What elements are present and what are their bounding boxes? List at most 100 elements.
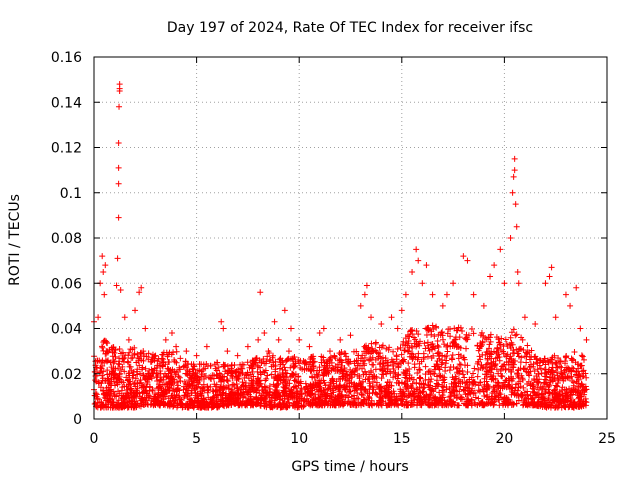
data-point — [401, 347, 408, 354]
data-point — [360, 357, 367, 364]
data-point — [339, 367, 346, 374]
data-point — [509, 364, 516, 371]
data-point — [228, 372, 235, 379]
data-point — [332, 402, 339, 409]
data-point — [531, 389, 538, 396]
data-point — [303, 384, 310, 391]
data-point — [134, 380, 141, 387]
data-point — [416, 384, 423, 391]
data-point — [578, 393, 585, 400]
data-point — [238, 383, 245, 390]
data-point-peak — [491, 262, 498, 269]
data-point — [277, 376, 284, 383]
data-point — [150, 395, 157, 402]
data-point — [482, 371, 489, 378]
data-point — [168, 382, 175, 389]
data-point — [320, 377, 327, 384]
data-point — [332, 355, 339, 362]
data-point — [127, 380, 134, 387]
data-point — [494, 345, 501, 352]
data-point — [524, 388, 531, 395]
data-point — [502, 377, 509, 384]
data-point — [196, 361, 203, 368]
data-point — [308, 391, 315, 398]
data-point — [488, 360, 495, 367]
data-point — [376, 385, 383, 392]
data-point — [186, 368, 193, 375]
data-point-peak — [552, 314, 559, 321]
data-point — [245, 382, 252, 389]
data-point — [427, 378, 434, 385]
data-point — [358, 391, 365, 398]
data-point — [578, 389, 585, 396]
data-point — [158, 376, 165, 383]
data-point — [495, 346, 502, 353]
data-point — [254, 384, 261, 391]
data-point — [259, 386, 266, 393]
data-point — [201, 402, 208, 409]
data-point — [235, 394, 242, 401]
data-point — [413, 341, 420, 348]
data-point — [124, 377, 131, 384]
data-point — [254, 368, 261, 375]
data-point-peak — [255, 336, 262, 343]
data-point — [420, 388, 427, 395]
data-point — [143, 394, 150, 401]
data-point — [348, 393, 355, 400]
data-point — [446, 385, 453, 392]
data-point — [276, 356, 283, 363]
data-point — [488, 351, 495, 358]
data-point-peak — [501, 280, 508, 287]
data-point — [368, 340, 375, 347]
data-point — [487, 371, 494, 378]
data-point — [476, 388, 483, 395]
data-point — [456, 388, 463, 395]
data-point — [149, 387, 156, 394]
data-point — [273, 382, 280, 389]
data-point — [518, 334, 525, 341]
data-point — [530, 402, 537, 409]
data-point — [416, 374, 423, 381]
data-point — [264, 372, 271, 379]
data-point — [146, 388, 153, 395]
data-point — [445, 326, 452, 333]
data-point-peak — [567, 302, 574, 309]
data-point-peak — [115, 180, 122, 187]
data-point — [452, 379, 459, 386]
data-point — [425, 326, 432, 333]
data-point — [397, 344, 404, 351]
data-point — [393, 352, 400, 359]
data-point — [257, 380, 264, 387]
y-tick-label: 0.08 — [51, 231, 82, 247]
data-point — [451, 379, 458, 386]
data-point — [483, 378, 490, 385]
data-point-peak — [275, 336, 282, 343]
data-point — [325, 385, 332, 392]
data-point-peak — [460, 253, 467, 260]
data-point — [295, 379, 302, 386]
data-point — [479, 398, 486, 405]
data-point — [259, 394, 266, 401]
data-point — [534, 366, 541, 373]
data-point — [559, 392, 566, 399]
data-point-peak — [388, 314, 395, 321]
data-point — [282, 391, 289, 398]
data-point — [337, 382, 344, 389]
data-point — [367, 367, 374, 374]
data-point — [217, 391, 224, 398]
data-point — [159, 363, 166, 370]
data-point — [535, 379, 542, 386]
data-point — [422, 376, 429, 383]
data-point — [316, 383, 323, 390]
axis-ticks: 0 5 10 15 20 25 0 0.02 0.04 0.06 0.08 0.1 0.12 0.14 0.… — [51, 50, 616, 447]
data-point-peak — [512, 201, 519, 208]
data-point-peak — [532, 320, 539, 327]
data-point — [521, 366, 528, 373]
data-point-peak — [443, 291, 450, 298]
y-tick-label: 0.14 — [51, 95, 82, 111]
data-point — [582, 402, 589, 409]
data-point — [342, 386, 349, 393]
data-point — [126, 363, 133, 370]
data-point-peak — [415, 257, 422, 264]
data-point-peak — [316, 330, 323, 337]
